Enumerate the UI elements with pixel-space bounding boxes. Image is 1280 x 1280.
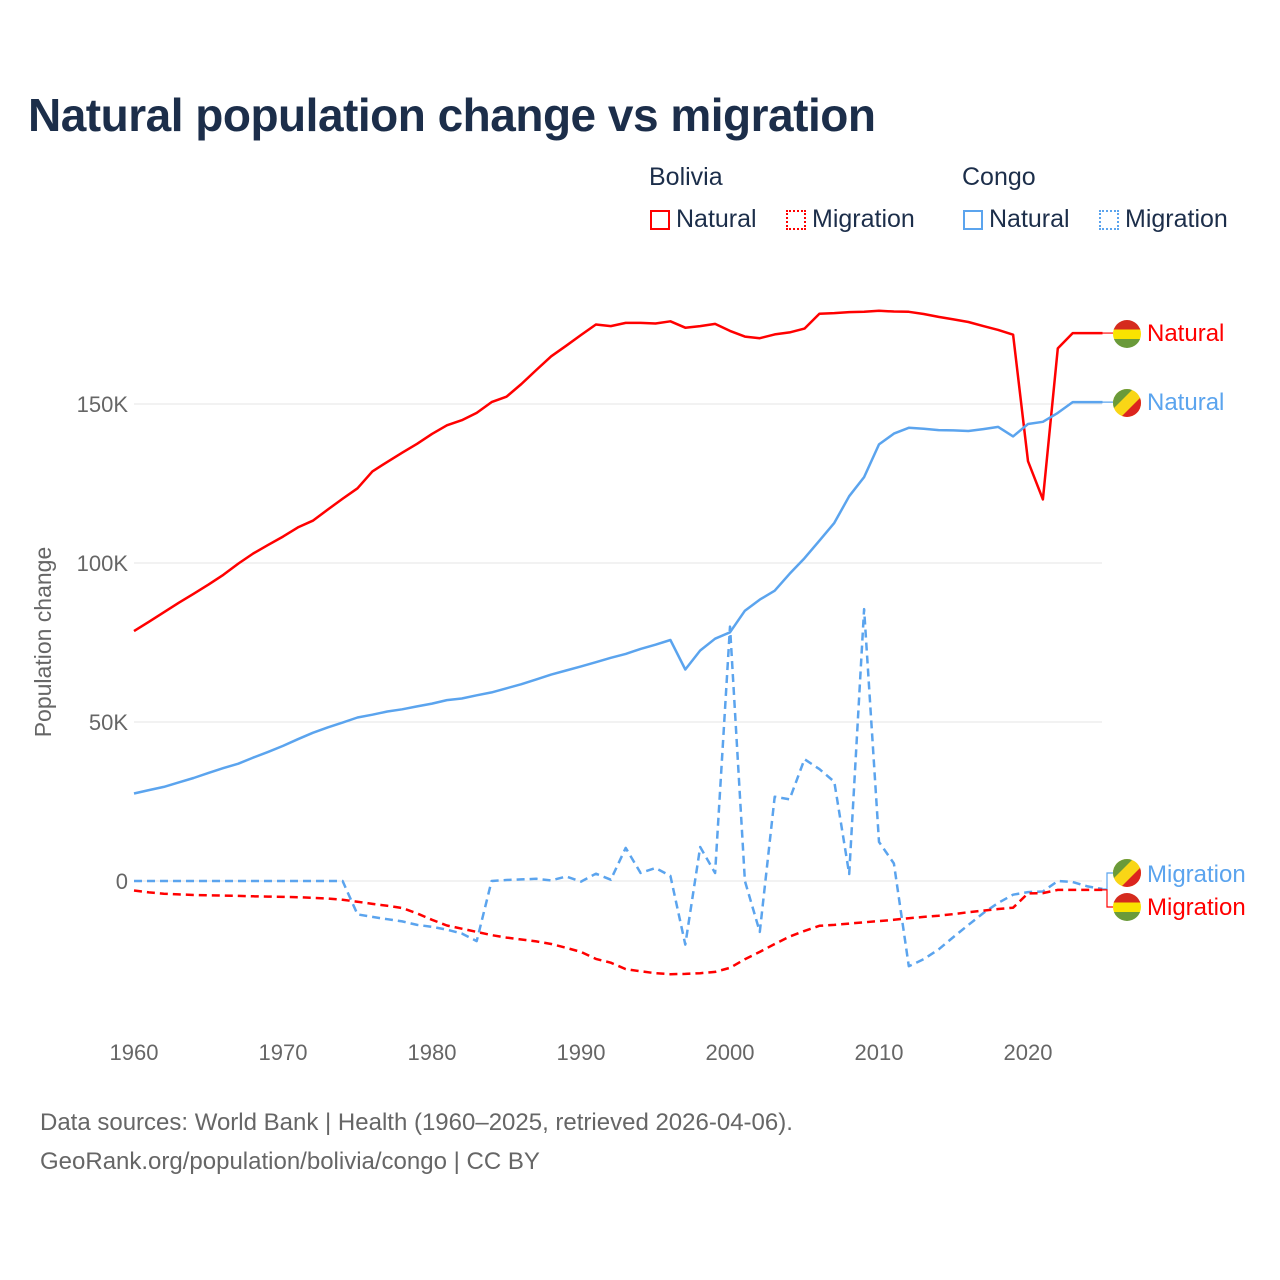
footer-source: Data sources: World Bank | Health (1960–…	[40, 1109, 793, 1136]
label-connector	[1102, 889, 1113, 908]
congo-flag-icon	[1113, 389, 1141, 417]
y-tick-label: 50K	[89, 710, 128, 735]
x-tick-label: 1960	[110, 1040, 159, 1065]
x-tick-label: 1980	[408, 1040, 457, 1065]
congo-migration-line	[134, 607, 1103, 968]
flag-stripe	[1113, 912, 1141, 921]
y-tick-label: 100K	[77, 551, 129, 576]
flag-clip	[1113, 893, 1141, 921]
chart-title: Natural population change vs migration	[28, 89, 876, 141]
legend-bolivia-migration[interactable]: Migration	[786, 205, 915, 234]
legend-bolivia-natural[interactable]: Natural	[650, 205, 757, 234]
legend-label: Natural	[989, 205, 1070, 233]
congo-natural-end-label: Natural	[1147, 389, 1224, 416]
congo-flag-icon	[1113, 859, 1141, 887]
legend-swatch	[650, 209, 670, 230]
flag-triangle	[1121, 397, 1141, 417]
flag-stripe	[1113, 339, 1141, 348]
label-connector	[1102, 872, 1113, 890]
bolivia-migration-line	[133, 888, 1103, 976]
x-tick-label: 1970	[259, 1040, 308, 1065]
legend-congo-migration[interactable]: Migration	[1099, 205, 1228, 234]
flag-stripe	[1113, 329, 1141, 339]
bolivia-natural-end-label: Natural	[1147, 320, 1224, 347]
footer-credit: GeoRank.org/population/bolivia/congo | C…	[40, 1148, 540, 1175]
legend-label: Migration	[1125, 205, 1228, 233]
flag-triangle	[1121, 867, 1141, 887]
flag-stripe	[1113, 320, 1141, 330]
y-axis-label: Population change	[30, 547, 56, 738]
x-tick-label: 2020	[1004, 1040, 1053, 1065]
legend-label: Natural	[676, 205, 757, 233]
bolivia-flag-icon	[1113, 893, 1141, 921]
flag-stripe	[1113, 902, 1141, 912]
x-tick-label: 2000	[706, 1040, 755, 1065]
bolivia-natural-line	[133, 309, 1103, 633]
legend-group-bolivia: Bolivia	[649, 163, 723, 191]
legend-group-congo: Congo	[962, 163, 1036, 191]
flag-triangle	[1113, 859, 1133, 879]
legend-congo-natural[interactable]: Natural	[963, 205, 1070, 234]
flag-triangle	[1113, 389, 1133, 409]
bolivia-migration-end-label: Migration	[1147, 894, 1246, 921]
congo-migration-end-label: Migration	[1147, 861, 1246, 888]
bolivia-flag-icon	[1113, 320, 1141, 348]
congo-natural-line	[133, 400, 1103, 795]
legend-swatch	[1099, 209, 1119, 230]
legend-swatch	[963, 209, 983, 230]
legend-swatch	[786, 209, 806, 230]
flag-clip	[1113, 320, 1141, 348]
flag-stripe	[1113, 893, 1141, 903]
y-tick-label: 0	[116, 869, 128, 894]
flag-clip	[1113, 389, 1141, 417]
flag-clip	[1113, 859, 1141, 887]
legend-label: Migration	[812, 205, 915, 233]
x-tick-label: 2010	[855, 1040, 904, 1065]
y-tick-label: 150K	[77, 392, 129, 417]
x-tick-label: 1990	[557, 1040, 606, 1065]
